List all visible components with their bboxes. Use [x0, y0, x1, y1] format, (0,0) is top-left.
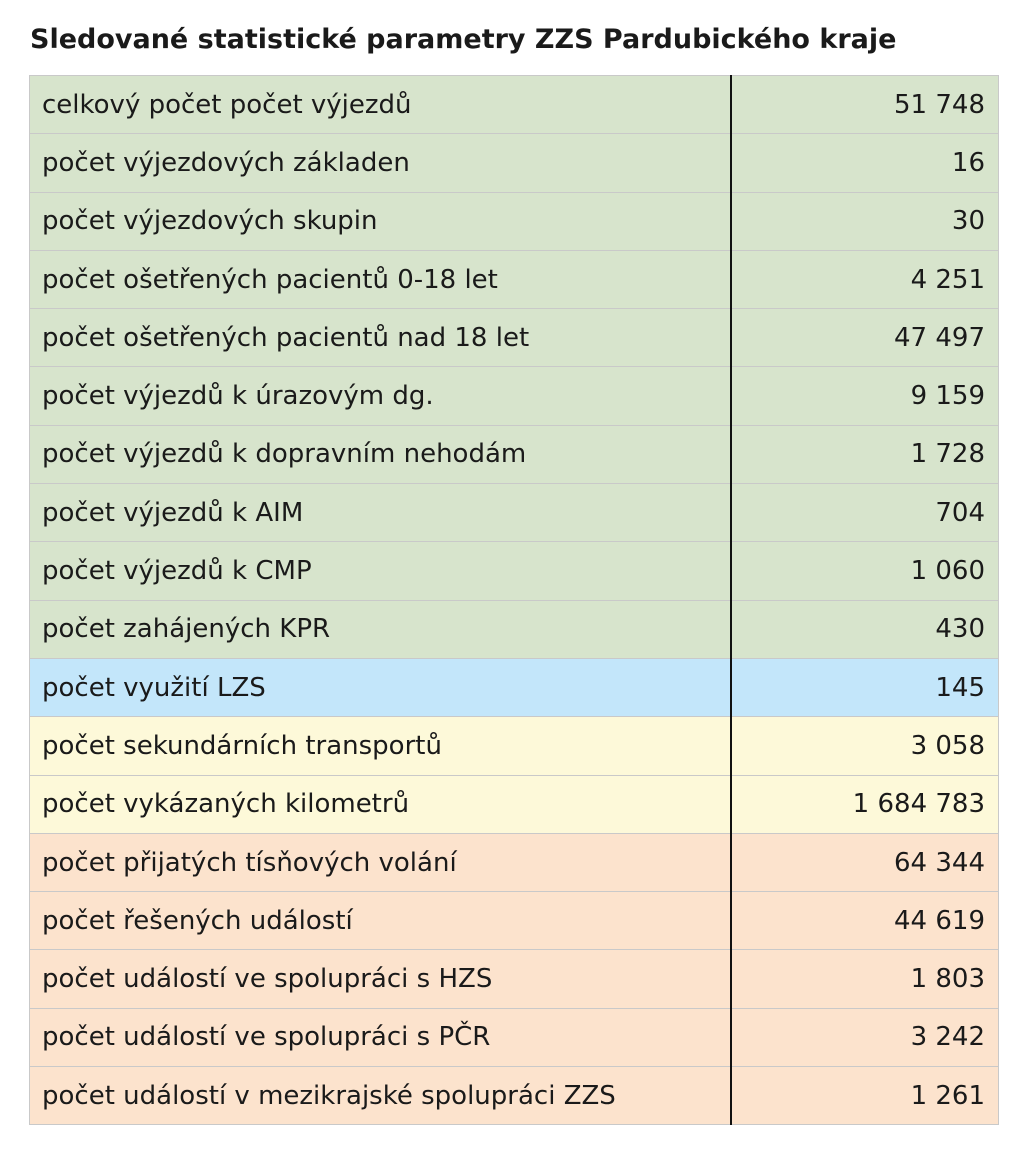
- row-label: počet událostí v mezikrajské spolupráci …: [29, 1066, 732, 1126]
- row-label: počet výjezdových základen: [29, 133, 732, 193]
- table-row: počet zahájených KPR 430: [29, 600, 999, 659]
- row-value: 1 060: [731, 541, 999, 601]
- row-label: počet vykázaných kilometrů: [29, 775, 732, 834]
- row-value: 1 803: [731, 949, 999, 1009]
- row-label: celkový počet počet výjezdů: [29, 74, 732, 135]
- table-row: počet událostí ve spolupráci s HZS 1 803: [29, 949, 999, 1009]
- row-label: počet přijatých tísňových volání: [29, 833, 732, 893]
- row-label: počet využití LZS: [29, 658, 732, 718]
- table-row: počet ošetřených pacientů 0-18 let 4 251: [29, 250, 999, 310]
- table-row: počet událostí v mezikrajské spolupráci …: [29, 1066, 999, 1126]
- row-value: 3 058: [731, 716, 999, 776]
- row-value: 704: [731, 483, 999, 543]
- table-row: počet sekundárních transportů 3 058: [29, 716, 999, 776]
- row-label: počet zahájených KPR: [29, 600, 732, 659]
- row-label: počet výjezdů k CMP: [29, 541, 732, 601]
- table-row: počet událostí ve spolupráci s PČR 3 242: [29, 1008, 999, 1068]
- table-row: počet přijatých tísňových volání 64 344: [29, 833, 999, 893]
- table-row: počet vykázaných kilometrů 1 684 783: [29, 775, 999, 834]
- row-value: 30: [731, 192, 999, 251]
- row-label: počet výjezdů k dopravním nehodám: [29, 425, 732, 485]
- table-row: počet využití LZS 145: [29, 658, 999, 718]
- row-label: počet výjezdů k AIM: [29, 483, 732, 543]
- row-value: 44 619: [731, 891, 999, 951]
- table-row: počet ošetřených pacientů nad 18 let 47 …: [29, 308, 999, 368]
- table-row: počet výjezdů k úrazovým dg. 9 159: [29, 366, 999, 426]
- row-label: počet ošetřených pacientů 0-18 let: [29, 250, 732, 310]
- row-value: 1 261: [731, 1066, 999, 1126]
- row-value: 145: [731, 658, 999, 718]
- table-row: celkový počet počet výjezdů 51 748: [29, 74, 999, 135]
- row-value: 47 497: [731, 308, 999, 368]
- page-title: Sledované statistické parametry ZZS Pard…: [30, 24, 897, 55]
- row-label: počet výjezdových skupin: [29, 192, 732, 251]
- row-label: počet sekundárních transportů: [29, 716, 732, 776]
- statistics-table-body: celkový počet počet výjezdů 51 748 počet…: [29, 74, 999, 1126]
- table-row: počet výjezdových skupin 30: [29, 192, 999, 251]
- row-value: 4 251: [731, 250, 999, 310]
- row-value: 1 728: [731, 425, 999, 485]
- row-label: počet událostí ve spolupráci s PČR: [29, 1008, 732, 1068]
- table-row: počet výjezdových základen 16: [29, 133, 999, 193]
- row-value: 51 748: [731, 74, 999, 135]
- row-label: počet řešených událostí: [29, 891, 732, 951]
- row-value: 3 242: [731, 1008, 999, 1068]
- row-value: 16: [731, 133, 999, 193]
- table-row: počet výjezdů k CMP 1 060: [29, 541, 999, 601]
- row-label: počet ošetřených pacientů nad 18 let: [29, 308, 732, 368]
- table-row: počet výjezdů k AIM 704: [29, 483, 999, 543]
- table-row: počet výjezdů k dopravním nehodám 1 728: [29, 425, 999, 485]
- row-value: 430: [731, 600, 999, 659]
- row-label: počet výjezdů k úrazovým dg.: [29, 366, 732, 426]
- statistics-table: celkový počet počet výjezdů 51 748 počet…: [29, 74, 999, 1126]
- row-value: 1 684 783: [731, 775, 999, 834]
- table-row: počet řešených událostí 44 619: [29, 891, 999, 951]
- row-value: 9 159: [731, 366, 999, 426]
- row-value: 64 344: [731, 833, 999, 893]
- row-label: počet událostí ve spolupráci s HZS: [29, 949, 732, 1009]
